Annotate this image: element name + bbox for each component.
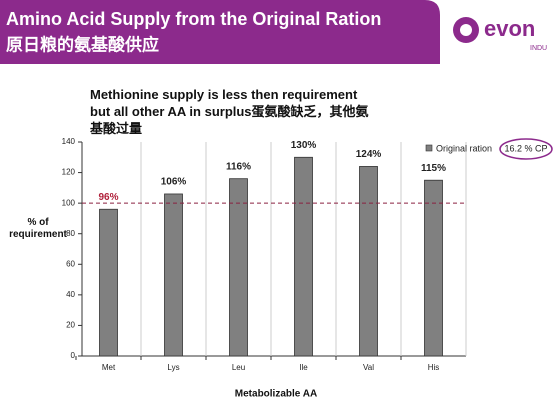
x-tick-label: Val <box>363 363 374 372</box>
value-label: 115% <box>421 163 446 174</box>
y-tick-label: 60 <box>66 259 75 268</box>
x-tick-label: Met <box>102 363 116 372</box>
y-axis-label: % of requirement <box>9 217 67 240</box>
value-label: 130% <box>291 140 317 151</box>
y-tick-label: 120 <box>62 168 76 177</box>
annotation-circle <box>499 138 553 160</box>
y-tick-label: 100 <box>62 198 76 207</box>
value-label: 116% <box>226 161 251 172</box>
y-tick-label: 40 <box>66 290 75 299</box>
y-tick-label: 140 <box>62 137 76 146</box>
x-tick-label: Leu <box>232 363 245 372</box>
value-label: 106% <box>161 177 187 188</box>
bar <box>424 179 443 357</box>
bar <box>164 193 183 357</box>
value-label: 96% <box>98 192 118 203</box>
legend-label: Original ration <box>436 143 492 153</box>
annotation: 16.2 % CP <box>504 143 547 153</box>
y-tick-label: 20 <box>66 321 75 330</box>
logo-text: evon <box>484 16 535 41</box>
legend-swatch <box>425 144 433 152</box>
x-tick-label: His <box>428 363 440 372</box>
bar <box>294 156 313 357</box>
logo-small: INDU <box>530 45 547 52</box>
header-title: Amino Acid Supply from the Original Rati… <box>6 9 381 29</box>
logo-icon-inner <box>460 24 472 36</box>
header-subtitle: 原日粮的氨基酸供应 <box>6 34 159 54</box>
x-tick-label: Ile <box>299 363 308 372</box>
bar <box>359 166 378 357</box>
chart-title: Methionine supply is less then requireme… <box>89 87 369 136</box>
bar <box>99 208 118 357</box>
bar <box>229 178 248 357</box>
y-tick-label: 0 <box>71 351 76 360</box>
x-axis-label: Metabolizable AA <box>235 389 317 400</box>
value-label: 124% <box>356 149 382 160</box>
y-tick-label: 80 <box>66 229 75 238</box>
header-banner <box>0 0 440 64</box>
x-tick-label: Lys <box>167 363 179 372</box>
